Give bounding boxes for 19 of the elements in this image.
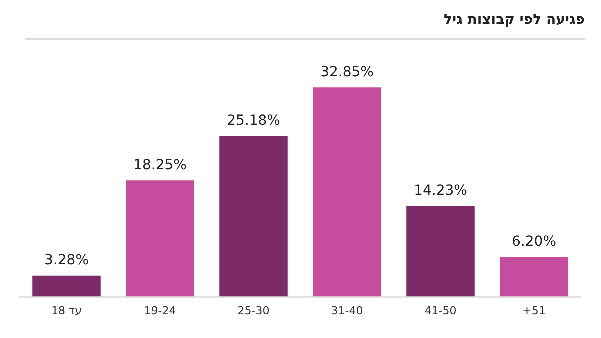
x-tick-label: 41-50 <box>424 304 457 318</box>
bar <box>313 88 382 297</box>
data-label: 32.85% <box>320 64 374 80</box>
x-tick-label: 31-40 <box>331 304 364 318</box>
data-label: 14.23% <box>414 182 468 199</box>
bar <box>406 206 475 297</box>
x-tick-label: 25-30 <box>238 304 270 318</box>
bar <box>220 136 288 297</box>
bar <box>32 276 101 297</box>
bar <box>126 180 194 297</box>
data-label: 18.25% <box>134 157 187 174</box>
chart-title: פגיעה לפי קבוצות גיל <box>444 12 585 28</box>
x-tick-label: עד 18 <box>52 304 82 318</box>
x-tick-label: +51 <box>522 304 546 318</box>
x-tick-label: 19-24 <box>144 304 176 318</box>
data-label: 6.20% <box>512 234 556 250</box>
data-label: 25.18% <box>227 113 280 130</box>
data-label: 3.28% <box>44 252 89 269</box>
bar <box>500 257 568 297</box>
